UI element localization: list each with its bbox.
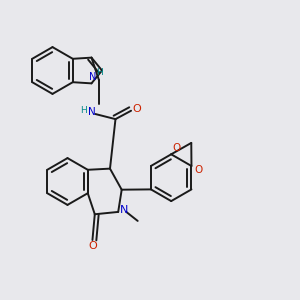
Text: O: O (172, 143, 181, 153)
Text: N: N (88, 107, 95, 117)
Text: O: O (132, 104, 141, 114)
Text: N: N (119, 206, 128, 215)
Text: O: O (88, 241, 97, 251)
Text: N: N (89, 72, 97, 82)
Text: O: O (195, 165, 203, 175)
Text: H: H (80, 106, 87, 115)
Text: H: H (97, 68, 103, 77)
